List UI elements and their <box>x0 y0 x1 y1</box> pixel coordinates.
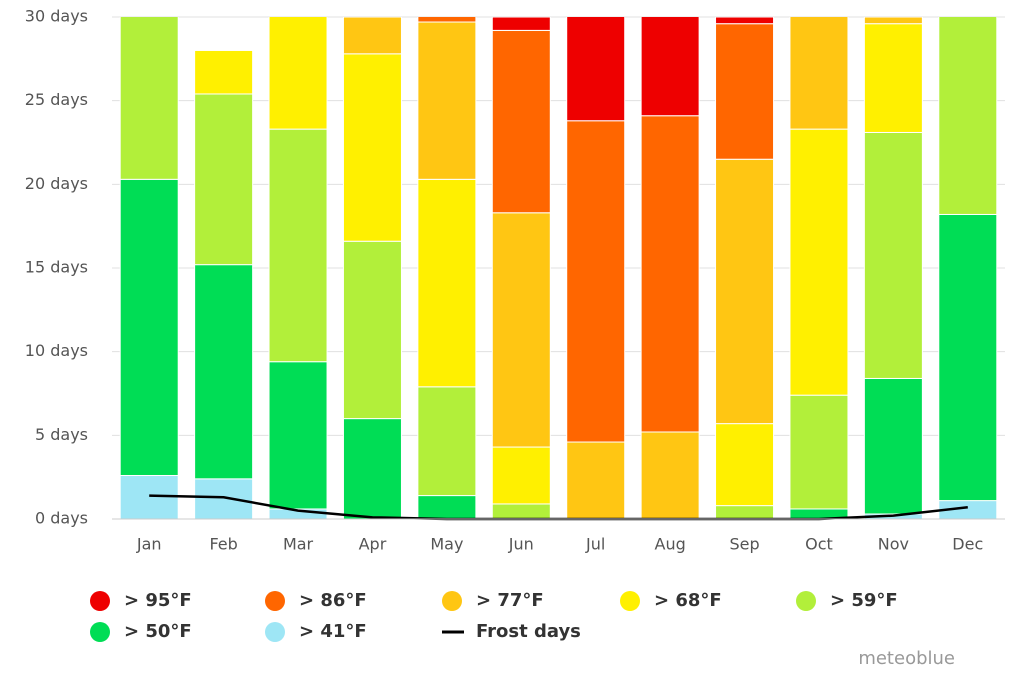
overlay: 0 days 5 days 10 days 15 days 20 days 25 days… <box>25 7 1005 642</box>
bar-segment <box>863 17 923 25</box>
x-tick-label: May <box>430 535 463 554</box>
bar-segment <box>938 17 998 215</box>
bar-segment <box>938 213 998 502</box>
bar-segment <box>417 495 477 520</box>
bar-segment <box>342 418 402 520</box>
y-tick-label: 5 days <box>35 425 88 444</box>
legend-label: > 86°F <box>299 590 367 611</box>
bar-segment <box>789 394 849 510</box>
x-tick-label: Oct <box>805 535 833 554</box>
x-tick-label: Jul <box>585 535 605 554</box>
bar-segment <box>119 178 179 476</box>
bar-segment <box>417 178 477 388</box>
bar-segment <box>640 17 700 117</box>
x-tick-label: Nov <box>878 535 909 554</box>
y-tick-label: 25 days <box>25 90 88 109</box>
bar-segment <box>789 128 849 396</box>
bar-segment <box>342 17 402 55</box>
legend-marker <box>442 591 462 611</box>
bar-segment <box>417 386 477 497</box>
bar-segment <box>640 431 700 520</box>
bar-segment <box>268 361 328 510</box>
bar-segment <box>417 17 477 23</box>
x-tick-label: Aug <box>655 535 686 554</box>
x-tick-label: Sep <box>729 535 759 554</box>
bar-segment <box>491 503 551 520</box>
legend-label: > 68°F <box>654 590 722 611</box>
bar-segment <box>194 93 254 266</box>
legend-marker <box>90 622 110 642</box>
bar-segment <box>863 131 923 379</box>
grid <box>112 16 1005 520</box>
x-tick-label: Apr <box>359 535 387 554</box>
bar-segment <box>491 446 551 505</box>
legend-marker <box>90 591 110 611</box>
bar-segment <box>491 29 551 214</box>
y-tick-label: 0 days <box>35 509 88 528</box>
legend-marker <box>265 591 285 611</box>
bar-segment <box>268 17 328 130</box>
legend-marker <box>620 591 640 611</box>
bar-segment <box>119 17 179 180</box>
legend-label: > 95°F <box>124 590 192 611</box>
legend-marker <box>265 622 285 642</box>
bar-segment <box>715 17 775 25</box>
legend-label: > 59°F <box>830 590 898 611</box>
bar-segment <box>194 264 254 480</box>
bar-segment <box>491 17 551 31</box>
bar-segment <box>342 240 402 420</box>
x-tick-label: Jan <box>136 535 162 554</box>
bar-segment <box>715 423 775 507</box>
legend-label: > 41°F <box>299 621 367 642</box>
bar-segment <box>789 17 849 130</box>
bar-segment <box>863 23 923 133</box>
bar-segment <box>342 53 402 242</box>
bar-segment <box>566 441 626 520</box>
bar-segment <box>863 377 923 515</box>
bar-segment <box>194 49 254 95</box>
y-tick-label: 30 days <box>25 7 88 26</box>
bar-segment <box>268 128 328 363</box>
legend-label: > 50°F <box>124 621 192 642</box>
legend-marker <box>796 591 816 611</box>
watermark: meteoblue <box>858 648 955 669</box>
x-tick-label: Jun <box>508 535 534 554</box>
bar-segment <box>715 505 775 520</box>
y-tick-label: 15 days <box>25 258 88 277</box>
x-tick-label: Dec <box>952 535 983 554</box>
bar-segment <box>566 120 626 443</box>
legend-label: Frost days <box>476 621 581 642</box>
bar-segment <box>715 23 775 160</box>
bar-segment <box>566 17 626 122</box>
legend-label: > 77°F <box>476 590 544 611</box>
bar-segment <box>640 115 700 433</box>
x-tick-label: Mar <box>283 535 314 554</box>
x-tick-label: Feb <box>209 535 237 554</box>
bar-segment <box>491 212 551 448</box>
bar-segment <box>417 21 477 180</box>
bars <box>119 17 998 520</box>
bar-segment <box>194 478 254 520</box>
y-tick-label: 10 days <box>25 341 88 360</box>
y-tick-label: 20 days <box>25 174 88 193</box>
bar-segment <box>715 158 775 425</box>
